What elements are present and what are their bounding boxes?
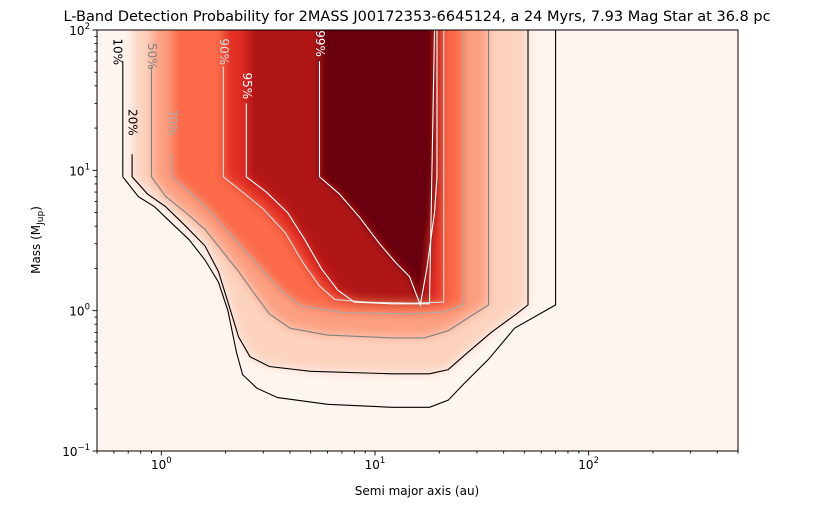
contour-label-50pct: 50%: [145, 43, 159, 70]
y-tick-label: 10−1: [62, 443, 90, 459]
contour-label-90pct: 90%: [217, 38, 231, 65]
contour-label-95pct: 95%: [240, 72, 254, 99]
x-tick-label: 100: [151, 456, 172, 472]
y-axis-ticks: 10−1 100 101 102: [62, 22, 97, 459]
x-tick-label: 102: [578, 456, 599, 472]
x-tick-label: 101: [365, 456, 386, 472]
x-axis-ticks: 100 101 102: [96, 451, 739, 472]
contour-line-95pct: [245, 30, 436, 305]
contour-lines: [122, 30, 557, 408]
y-tick-label: 100: [69, 303, 90, 319]
y-tick-label: 101: [69, 162, 90, 178]
x-axis-label: Semi major axis (au): [355, 484, 479, 498]
contour-line-10pct: [122, 30, 557, 408]
plot-area: 10% 20% 50% 70% 90% 95% 99%: [97, 30, 738, 451]
contour-line-99pct: [318, 30, 438, 307]
contour-label-20pct: 20%: [126, 109, 140, 136]
contour-label-70pct: 70%: [165, 109, 179, 136]
heatmap-layers: [122, 30, 556, 408]
chart-title: L-Band Detection Probability for 2MASS J…: [63, 9, 770, 25]
plot-frame: [96, 29, 739, 452]
contour-line-90pct: [222, 30, 445, 304]
contour-label-99pct: 99%: [313, 30, 327, 57]
contour-line-50pct: [150, 30, 490, 339]
contour-line-20pct: [131, 30, 529, 375]
contour-line-70pct: [171, 30, 465, 315]
contour-label-10pct: 10%: [111, 38, 125, 65]
heatmap-region-99pct: [319, 30, 437, 305]
contour-labels: 10% 20% 50% 70% 90% 95% 99%: [111, 30, 328, 136]
y-tick-label: 102: [69, 22, 90, 38]
y-axis-label: Mass (MJup): [29, 206, 46, 274]
